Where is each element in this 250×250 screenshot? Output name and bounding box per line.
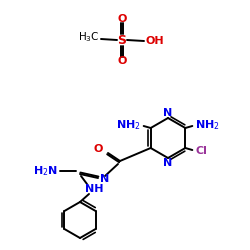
Text: NH$_2$: NH$_2$ [116, 118, 141, 132]
Text: N: N [100, 174, 109, 184]
Text: H$_2$N: H$_2$N [33, 164, 58, 178]
Text: O: O [94, 144, 103, 154]
Text: OH: OH [146, 36, 165, 46]
Text: O: O [117, 14, 127, 24]
Text: N: N [164, 108, 172, 118]
Text: Cl: Cl [195, 146, 207, 156]
Text: NH$_2$: NH$_2$ [195, 118, 220, 132]
Text: O: O [117, 56, 127, 66]
Text: NH: NH [85, 184, 103, 194]
Text: S: S [118, 34, 126, 46]
Text: N: N [164, 158, 172, 168]
Text: H$_3$C: H$_3$C [78, 30, 100, 44]
